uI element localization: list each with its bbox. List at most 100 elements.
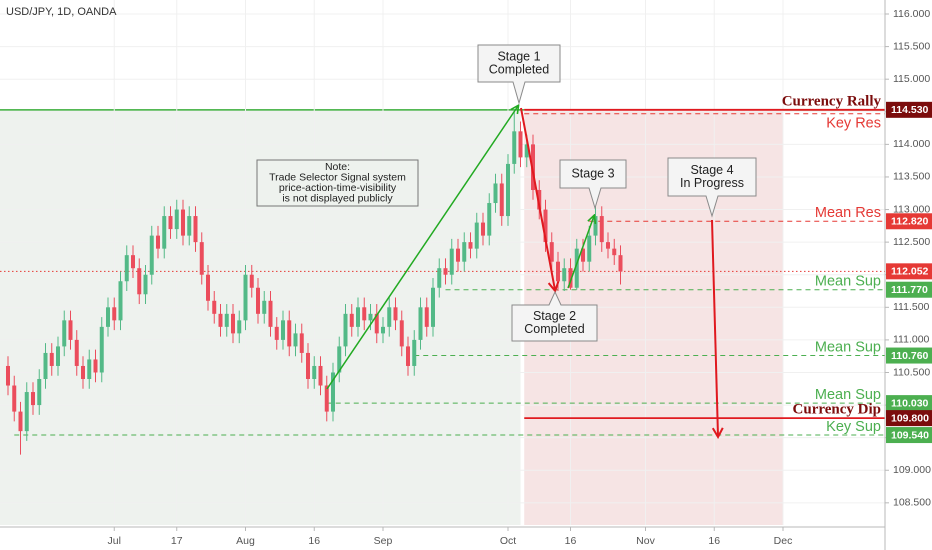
y-tick-label: 111.500 — [893, 301, 930, 313]
candle-body — [249, 274, 254, 288]
note-box — [256, 159, 419, 207]
price-label-box — [886, 101, 932, 118]
price-label-box — [886, 395, 932, 412]
callout-text: Completed — [489, 62, 549, 76]
y-tick-label: 116.000 — [893, 8, 930, 20]
x-tick-label: 16 — [708, 535, 720, 547]
callout-text: Stage 4 — [690, 163, 733, 177]
candle-body — [362, 307, 367, 321]
candle-body — [24, 392, 29, 432]
candle-body — [468, 242, 473, 249]
price-label: 109.800 — [891, 412, 929, 424]
grid — [0, 0, 885, 525]
candle-body — [81, 365, 85, 380]
candle-body — [487, 203, 492, 236]
candle-body — [37, 379, 42, 406]
candle-body — [337, 346, 342, 373]
level-name: Currency Rally — [782, 93, 882, 109]
candle-body — [274, 326, 279, 340]
callout-box — [511, 290, 598, 342]
candle-body — [231, 313, 235, 334]
candle-body — [237, 320, 242, 334]
candle-body — [124, 255, 129, 282]
candle-body — [162, 216, 167, 249]
price-label: 111.770 — [891, 284, 928, 296]
candle-body — [549, 242, 554, 262]
candle-body — [199, 242, 204, 275]
candle-body — [174, 209, 179, 230]
y-tick-label: 111.000 — [893, 334, 930, 346]
y-tick-label: 113.500 — [893, 171, 930, 183]
candle-body — [587, 235, 592, 262]
candle-body — [543, 209, 548, 243]
y-tick-label: 109.000 — [893, 464, 931, 476]
candle-body — [418, 307, 423, 340]
candle-body — [293, 333, 298, 347]
candle-body — [431, 287, 435, 327]
x-tick-label: 16 — [308, 535, 320, 547]
candle-body — [356, 307, 360, 327]
candle-body — [568, 268, 573, 288]
level-name: Mean Res — [815, 205, 881, 221]
candle-body — [612, 248, 617, 256]
candle-body — [187, 216, 192, 236]
candle-body — [449, 248, 454, 275]
y-tick-label: 115.500 — [893, 40, 930, 52]
y-tick-label: 108.500 — [893, 497, 931, 509]
candle-body — [518, 131, 523, 158]
arrow — [711, 219, 718, 436]
level-name: Mean Sup — [815, 387, 881, 403]
candle-body — [306, 352, 310, 380]
candle-body — [224, 313, 229, 327]
candle-body — [281, 320, 285, 340]
candle-body — [74, 339, 79, 366]
y-tick-label: 114.000 — [893, 138, 930, 150]
candle-body — [318, 365, 323, 386]
axes: 108.500109.000109.500110.000110.500111.0… — [108, 8, 932, 547]
candle-body — [481, 222, 485, 236]
callout-text: Stage 3 — [571, 166, 614, 180]
candle-body — [268, 300, 273, 327]
candle-body — [99, 326, 104, 373]
candle-body — [6, 365, 10, 386]
candle-body — [218, 313, 223, 327]
candle-body — [156, 235, 160, 249]
candle-body — [256, 287, 260, 314]
price-label: 109.540 — [891, 429, 929, 441]
candles — [6, 109, 623, 455]
candle-body — [349, 313, 354, 327]
candle-body — [581, 248, 585, 262]
candle-body — [474, 222, 479, 249]
arrow — [567, 216, 594, 289]
candle-body — [393, 307, 398, 321]
candle-body — [599, 216, 604, 243]
candle-body — [168, 216, 173, 230]
price-label: 114.530 — [891, 104, 929, 116]
candle-body — [424, 307, 429, 327]
price-label: 110.030 — [891, 397, 929, 409]
candle-body — [181, 209, 185, 236]
candle-body — [343, 313, 348, 347]
candle-body — [456, 248, 460, 262]
x-tick-label: Aug — [236, 535, 255, 547]
candle-body — [87, 359, 92, 380]
callout-box — [667, 157, 757, 218]
callout-text: Stage 2 — [533, 309, 576, 323]
level-name: Currency Dip — [793, 402, 881, 418]
candle-body — [112, 307, 117, 321]
candle-body — [606, 242, 610, 249]
candle-body — [299, 333, 304, 353]
candle-body — [574, 248, 579, 288]
price-label-box — [886, 427, 932, 444]
price-label: 112.052 — [891, 266, 929, 278]
note-text: price-action-time-visibility — [279, 182, 397, 194]
note-text: is not displayed publicly — [282, 192, 393, 204]
x-tick-label: Dec — [774, 535, 793, 547]
candle-body — [499, 183, 504, 217]
candle-body — [381, 326, 385, 334]
candle-body — [512, 131, 517, 164]
price-label: 110.760 — [891, 350, 929, 362]
price-label-box — [886, 347, 932, 364]
candle-body — [18, 411, 23, 432]
